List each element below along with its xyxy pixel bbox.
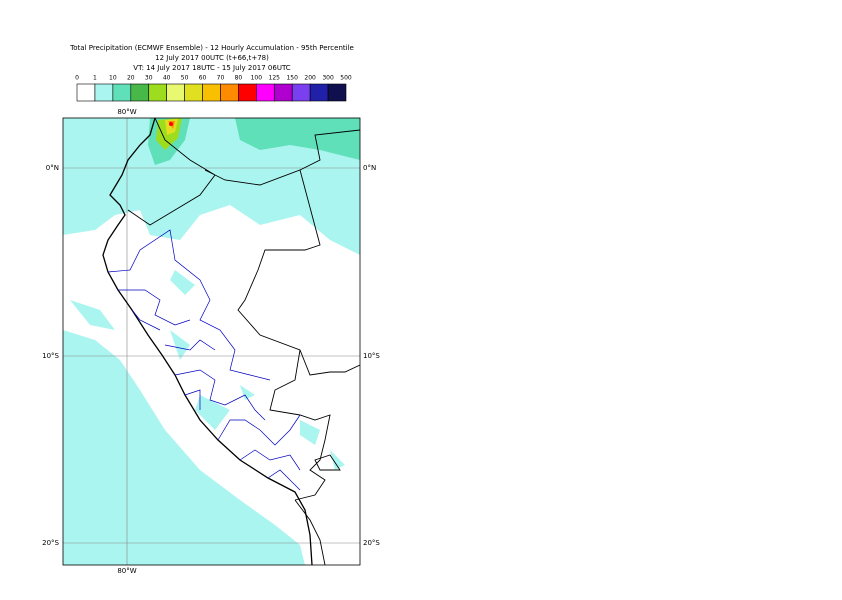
- legend-label: 70: [217, 75, 225, 82]
- legend-label: 10: [109, 75, 117, 82]
- color-swatch: [184, 83, 203, 102]
- color-swatch: [202, 83, 221, 102]
- title: Total Precipitation (ECMWF Ensemble) - 1…: [69, 44, 354, 52]
- precip-patch: [70, 300, 150, 415]
- precip-moderate: [235, 118, 360, 160]
- legend-label: 40: [163, 75, 171, 82]
- legend-label: 150: [286, 75, 298, 82]
- legend-label: 0: [75, 75, 79, 82]
- lat-label: 0°N: [46, 164, 59, 172]
- legend-label: 200: [304, 75, 316, 82]
- country-borders: [127, 118, 360, 565]
- color-swatch: [256, 83, 275, 102]
- legend: 0 1 10 20 30 40 50 60 70 80 100 125 150 200 300 500: [75, 75, 352, 102]
- admin-borders: [107, 229, 301, 491]
- color-swatch: [130, 83, 150, 102]
- map: [63, 118, 360, 565]
- legend-label: 500: [340, 75, 352, 82]
- color-swatch: [291, 83, 311, 102]
- coastline: [102, 118, 313, 565]
- precip-north: [63, 118, 360, 255]
- precip-sea: [63, 330, 305, 565]
- color-swatch: [94, 83, 114, 102]
- precip-heavy: [165, 119, 178, 135]
- color-swatch: [309, 83, 329, 102]
- legend-label: 30: [145, 75, 153, 82]
- precip-max: [169, 122, 173, 126]
- legend-label: 125: [269, 75, 281, 82]
- legend-label: 50: [181, 75, 189, 82]
- legend-label: 60: [199, 75, 207, 82]
- lat-label: 20°S: [42, 539, 59, 547]
- lat-label: 10°S: [363, 352, 380, 360]
- subtitle: 12 July 2017 00UTC (t+66,t+78): [155, 54, 269, 62]
- color-swatch: [166, 83, 185, 102]
- valid-time: VT: 14 July 2017 18UTC - 15 July 2017 06…: [133, 64, 291, 72]
- color-swatch: [148, 83, 167, 102]
- color-swatch: [238, 83, 257, 102]
- legend-label: 80: [235, 75, 243, 82]
- legend-label: 20: [127, 75, 135, 82]
- lon-label: 80°W: [117, 108, 136, 116]
- color-swatch: [327, 83, 347, 102]
- color-swatch: [76, 83, 96, 102]
- legend-label: 1: [93, 75, 97, 82]
- legend-label: 300: [322, 75, 334, 82]
- map-frame: [62, 117, 361, 566]
- color-swatch: [220, 83, 239, 102]
- lat-label: 20°S: [363, 539, 380, 547]
- color-swatch: [112, 83, 132, 102]
- color-swatch: [273, 83, 293, 102]
- legend-label: 100: [251, 75, 263, 82]
- lat-label: 10°S: [42, 352, 59, 360]
- precip-patch: [170, 270, 345, 470]
- lon-label: 80°W: [117, 567, 136, 575]
- header: Total Precipitation (ECMWF Ensemble) - 1…: [69, 44, 354, 72]
- lat-label: 0°N: [363, 164, 376, 172]
